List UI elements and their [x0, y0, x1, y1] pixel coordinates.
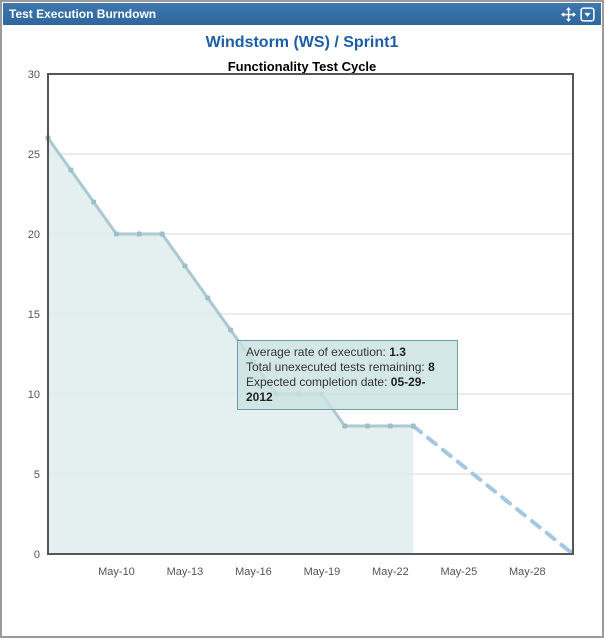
data-point-marker — [68, 167, 74, 173]
widget-titlebar: Test Execution Burndown — [3, 3, 601, 25]
data-point-marker — [205, 295, 211, 301]
x-tick-label: May-13 — [167, 566, 204, 578]
y-tick-label: 30 — [28, 69, 40, 81]
burndown-chart: 0 5 10 15 20 25 30 May-10 May-13 May-16 May-19 May-… — [28, 69, 575, 578]
x-tick-label: May-16 — [235, 566, 272, 578]
y-tick-label: 10 — [28, 389, 40, 401]
x-tick-label: May-19 — [304, 566, 341, 578]
chart-area: Windstorm (WS) / Sprint1 Functionality T… — [2, 26, 602, 635]
data-point-marker — [159, 231, 165, 237]
project-sprint-heading: Windstorm (WS) / Sprint1 — [205, 34, 399, 51]
y-tick-label: 0 — [34, 549, 40, 561]
widget-title: Test Execution Burndown — [9, 7, 157, 21]
x-tick-label: May-22 — [372, 566, 409, 578]
burndown-area — [48, 138, 414, 554]
y-tick-label: 20 — [28, 229, 40, 241]
annotation-line-completion: Expected completion date: 05-29-2012 — [246, 375, 426, 404]
titlebar-icons — [561, 6, 595, 22]
x-tick-label: May-28 — [509, 566, 546, 578]
data-point-marker — [410, 423, 416, 429]
data-point-marker — [182, 263, 188, 269]
y-tick-label: 5 — [34, 469, 40, 481]
x-tick-label: May-25 — [441, 566, 478, 578]
data-point-marker — [387, 423, 393, 429]
chart-annotation-box: Average rate of execution: 1.3 Total une… — [237, 340, 458, 410]
y-tick-label: 25 — [28, 149, 40, 161]
data-point-marker — [342, 423, 348, 429]
data-point-marker — [228, 327, 234, 333]
y-tick-label: 15 — [28, 309, 40, 321]
data-point-marker — [136, 231, 142, 237]
data-point-marker — [113, 231, 119, 237]
x-tick-label: May-10 — [98, 566, 135, 578]
annotation-line-avg-rate: Average rate of execution: 1.3 — [246, 345, 406, 359]
data-point-marker — [365, 423, 371, 429]
projection-line — [411, 424, 575, 556]
data-point-marker — [91, 199, 97, 205]
chart-title: Functionality Test Cycle — [227, 59, 377, 74]
annotation-line-remaining: Total unexecuted tests remaining: 8 — [246, 360, 435, 374]
plot-border — [47, 73, 574, 555]
panel-collapse-icon[interactable] — [580, 6, 595, 22]
move-icon[interactable] — [561, 6, 576, 22]
